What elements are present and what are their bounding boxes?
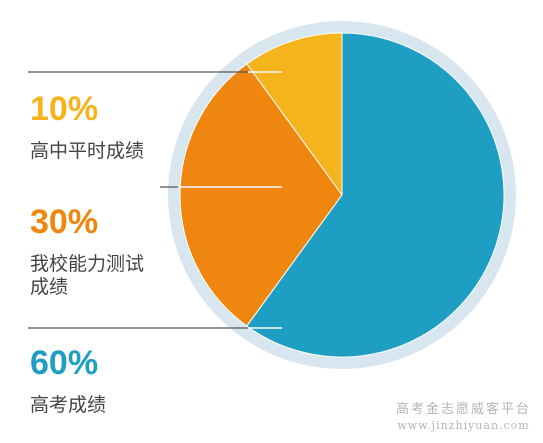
- watermark-title: 高考金志愿威客平台: [395, 402, 531, 417]
- leader-lines: [28, 71, 282, 329]
- legend-item-3: 60% 高考成绩: [30, 346, 106, 417]
- slice-1-label: 高中平时成绩: [30, 141, 145, 162]
- pie-slice-3: [246, 32, 505, 358]
- slice-2-percent: 30%: [30, 203, 99, 241]
- legend-item-2: 30% 我校能力测试 成绩: [30, 205, 144, 299]
- pie-slices: [179, 32, 505, 358]
- watermark-url: www.jinzhiyuan.com: [397, 419, 530, 432]
- pie-slice-1: [246, 32, 343, 197]
- watermark: 高考金志愿威客平台 www.jinzhiyuan.com: [396, 398, 531, 432]
- slice-3-percent: 60%: [30, 344, 99, 382]
- slice-2-label: 我校能力测试 成绩: [30, 254, 145, 298]
- slice-1-percent: 10%: [30, 90, 99, 128]
- pie-slice-2: [179, 63, 343, 327]
- slice-3-label: 高考成绩: [30, 395, 107, 416]
- legend-item-1: 10% 高中平时成绩: [30, 92, 144, 163]
